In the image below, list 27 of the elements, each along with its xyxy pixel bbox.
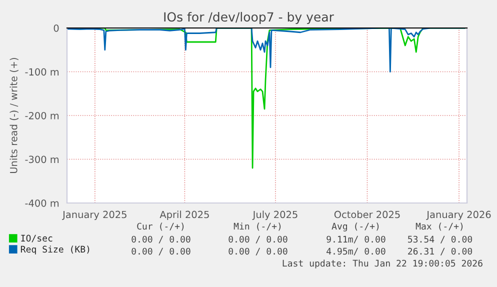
text: Min (-/+) [234,222,281,231]
x-tick-label: January 2026 [426,210,491,220]
y-tick-label: -400 m [25,199,59,207]
text: 0.00 / 0.00 [228,248,288,256]
x-tick-label: January 2025 [62,210,126,220]
text: 0.00 / 0.00 [228,236,288,244]
x-tick-label: October 2025 [334,210,400,218]
text: 26.31 / 0.00 [408,248,472,256]
y-tick-label: -200 m [25,112,59,120]
chart-title: IOs for /dev/loop7 - by year [164,12,334,24]
x-tick-label: April 2025 [160,210,209,220]
text: 0.00 / 0.00 [132,236,190,244]
legend-label: IO/sec [21,234,52,242]
text: 53.54 / 0.00 [408,236,472,244]
text: 0.00 / 0.00 [132,248,190,256]
x-tick-label: July 2025 [252,210,298,220]
y-tick-label: -300 m [25,156,59,164]
text: Avg (-/+) [332,222,379,232]
y-axis-title: Units read (-) / write (+) [10,58,18,174]
y-tick-label: 0 [54,24,59,32]
text: Max (-/+) [416,222,463,231]
legend-label: Req Size (KB) [20,246,90,254]
y-tick-label: -100 m [25,68,59,76]
text: 9.11m/ 0.00 [326,236,386,244]
text: Cur (-/+) [137,222,184,231]
text: 4.95m/ 0.00 [326,248,386,256]
text: Last update: Thu Jan 22 19:00:05 2026 [282,260,482,268]
